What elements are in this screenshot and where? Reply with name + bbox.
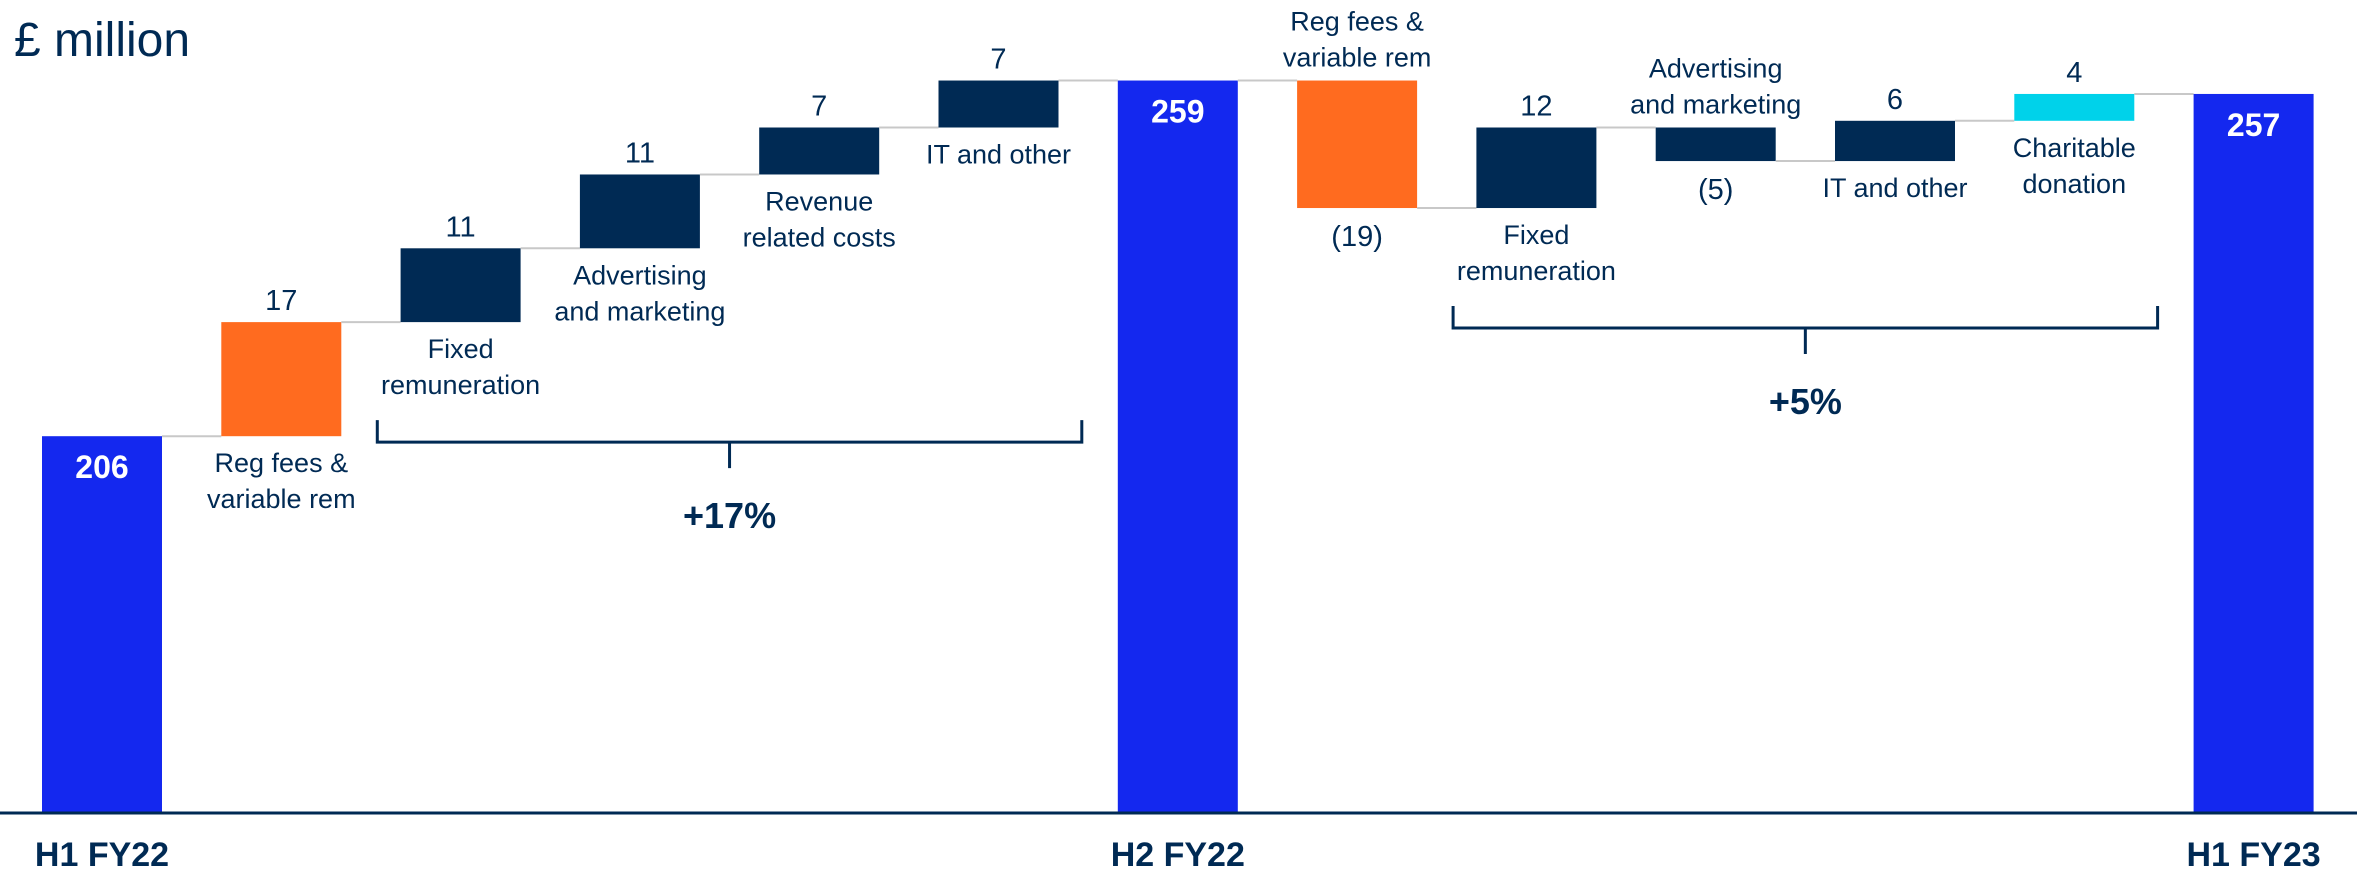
step-value-label: (19) xyxy=(1331,221,1383,253)
step-category-label: Fixed remuneration xyxy=(381,334,540,400)
step-value-label: 7 xyxy=(811,91,827,123)
step-bar xyxy=(400,248,521,323)
step-value-label: 12 xyxy=(1520,91,1552,123)
total-value-label: 259 xyxy=(1151,94,1204,130)
total-value-label: 206 xyxy=(75,449,128,485)
step-bar xyxy=(1476,127,1597,209)
step-bar xyxy=(1655,127,1776,162)
step-category-label: Advertising and marketing xyxy=(1630,54,1801,120)
step-value-label: 11 xyxy=(625,137,655,169)
bracket xyxy=(1451,306,2160,355)
step-category-label: Fixed remuneration xyxy=(1457,220,1616,286)
step-category-label: IT and other xyxy=(1822,173,1967,203)
step-value-label: (5) xyxy=(1698,174,1733,206)
step-category-label: Advertising and marketing xyxy=(554,260,725,326)
step-value-label: 4 xyxy=(2066,57,2082,89)
total-bar xyxy=(42,436,162,812)
total-bar xyxy=(1117,80,1238,812)
x-axis-label: H1 FY23 xyxy=(2187,836,2321,872)
step-category-label: IT and other xyxy=(926,140,1071,170)
x-axis-label: H2 FY22 xyxy=(1111,836,1245,872)
step-category-label: Revenue related costs xyxy=(743,186,896,252)
step-bar xyxy=(1835,120,1955,162)
step-bar xyxy=(759,127,880,175)
step-category-label: Charitable donation xyxy=(2013,133,2136,199)
step-bar xyxy=(938,80,1059,128)
step-value-label: 17 xyxy=(265,285,297,317)
total-bar xyxy=(2193,93,2314,812)
x-axis-label: H1 FY22 xyxy=(35,836,169,872)
growth-annotation: +17% xyxy=(683,495,776,536)
step-value-label: 11 xyxy=(446,211,476,243)
step-bar xyxy=(221,322,342,437)
total-value-label: 257 xyxy=(2227,107,2280,143)
step-value-label: 7 xyxy=(990,44,1006,76)
step-bar xyxy=(2014,93,2135,121)
step-category-label: Reg fees & variable rem xyxy=(1283,7,1432,73)
step-category-label: Reg fees & variable rem xyxy=(207,448,356,514)
step-value-label: 6 xyxy=(1887,84,1903,116)
chart-title: £ million xyxy=(14,14,190,67)
step-bar xyxy=(579,174,700,249)
growth-annotation: +5% xyxy=(1769,381,1842,422)
bracket xyxy=(375,420,1084,469)
step-bar xyxy=(1297,80,1418,209)
